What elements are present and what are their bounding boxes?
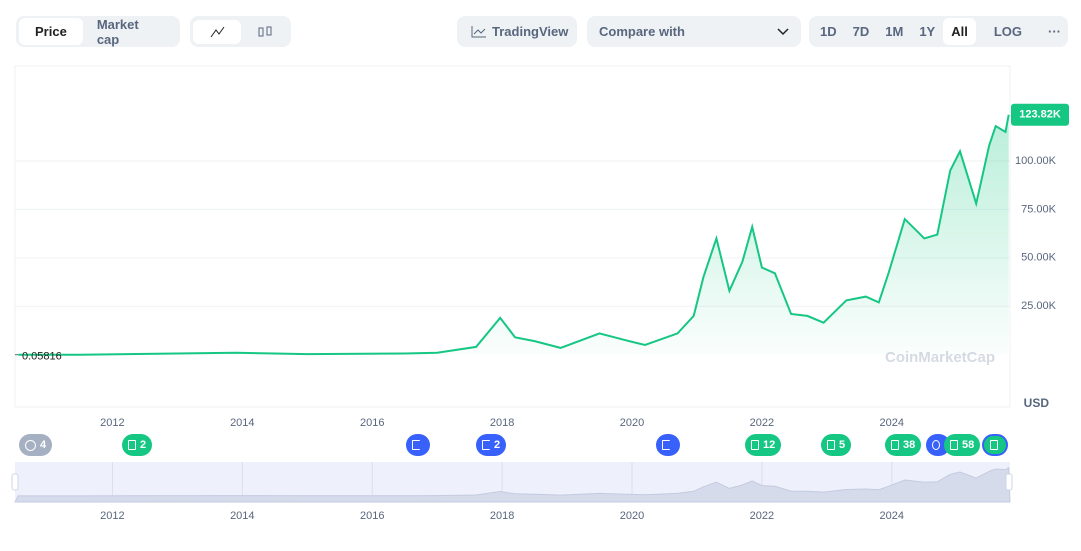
event-badge[interactable]: 2 [122, 434, 153, 456]
y-tick-label: 50.00K [1021, 252, 1057, 264]
event-count: 2 [140, 439, 147, 451]
range[interactable]: 1D [820, 24, 837, 39]
event-badge[interactable] [982, 434, 1008, 456]
event-count: 58 [962, 439, 975, 451]
event-badge[interactable] [656, 434, 680, 456]
navigator-handle [1005, 473, 1013, 491]
navigator-tick-label: 2020 [620, 510, 644, 522]
event-count: 4 [40, 439, 47, 451]
x-tick-label: 2024 [880, 417, 904, 429]
event-badge[interactable]: 58 [944, 434, 981, 456]
currency: USD [1024, 396, 1050, 410]
x-tick-label: 2016 [360, 417, 384, 429]
navigator-line [14, 466, 1011, 503]
event-badge[interactable]: 5 [821, 434, 852, 456]
event-count: 2 [494, 439, 501, 451]
chart-style [190, 16, 291, 47]
current-price-label: 123.82K [1019, 109, 1061, 121]
log-toggle[interactable]: LOG [993, 24, 1023, 39]
compare-label: Compare with [599, 24, 685, 39]
x-tick-label: 2014 [230, 417, 254, 429]
x-tick-label: 2020 [620, 417, 644, 429]
current-price-box [1011, 103, 1069, 126]
event-badge[interactable]: 2 [476, 434, 507, 456]
navigator-handle [11, 473, 19, 491]
navigator-tick-label: 2018 [490, 510, 514, 522]
watermark: CoinMarketCap [885, 349, 995, 366]
range-tabs: 1D 7D 1M 1Y All LOG ··· [809, 16, 1068, 47]
start-price-label: 0.05816 [22, 351, 62, 363]
plot-frame [14, 65, 1011, 408]
event-badge[interactable] [406, 434, 430, 456]
event-count: 38 [903, 439, 916, 451]
event-badge[interactable]: 12 [745, 434, 782, 456]
y-tick-label: 75.00K [1021, 203, 1057, 215]
range[interactable]: All [943, 18, 976, 45]
compare-dropdown[interactable]: Compare with [587, 16, 801, 47]
tradingview-label: TradingView [492, 24, 569, 39]
navigator-tick-label: 2016 [360, 510, 384, 522]
view-tabs: Price Market cap [16, 16, 180, 47]
more[interactable]: ··· [1048, 24, 1062, 39]
y-tick-label: 100.00K [1015, 155, 1057, 167]
tab[interactable]: Market cap [96, 16, 139, 47]
navigator-tick-label: 2012 [100, 510, 124, 522]
event-count: 5 [839, 439, 846, 451]
tradingview[interactable]: TradingView [457, 16, 577, 47]
navigator [15, 462, 1010, 502]
price-area [18, 114, 1009, 355]
range[interactable]: 1M [885, 24, 904, 39]
price-line [18, 114, 1010, 356]
x-tick-label: 2022 [750, 417, 774, 429]
event-count: 12 [763, 439, 776, 451]
event-badge[interactable]: 4 [19, 434, 53, 456]
x-tick-label: 2018 [490, 417, 514, 429]
event-badge[interactable]: 38 [885, 434, 922, 456]
range[interactable]: 7D [852, 24, 870, 39]
navigator-tick-label: 2024 [880, 510, 904, 522]
range[interactable]: 1Y [919, 24, 936, 39]
tab[interactable]: Price [19, 18, 83, 45]
y-tick-label: 25.00K [1021, 300, 1057, 312]
candle-style[interactable] [241, 20, 289, 44]
line-style[interactable] [193, 19, 241, 44]
x-tick-label: 2012 [100, 417, 124, 429]
navigator-tick-label: 2022 [750, 510, 774, 522]
navigator-tick-label: 2014 [230, 510, 254, 522]
